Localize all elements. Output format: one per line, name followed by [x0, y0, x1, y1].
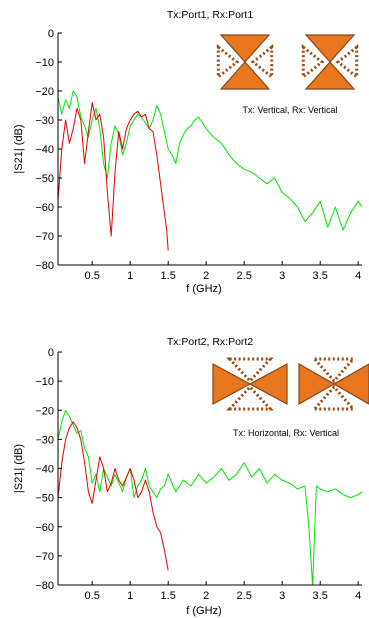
antenna-illustration-2 — [301, 34, 359, 90]
chart-title: Tx:Port2, Rx:Port2 — [167, 336, 254, 348]
x-tick-label: 2 — [203, 270, 209, 282]
antenna-illustration-1 — [216, 34, 274, 90]
x-axis-title: f (GHz) — [186, 605, 221, 617]
chart-panel-1: 0 −10 −20 −30 −40 −50 −60 −70 −80 0.5 1 1.5 2 2.5 3 3.5… — [13, 9, 363, 295]
y-tick-label: 0 — [48, 28, 54, 40]
chart-title: Tx:Port1, Rx:Port1 — [167, 9, 254, 21]
x-tick-label: 1.5 — [161, 270, 176, 282]
series-line-2 — [57, 102, 169, 251]
series-line-2 — [57, 421, 169, 571]
x-tick-label: 0.5 — [85, 590, 100, 602]
x-tick-label: 1.5 — [161, 590, 176, 602]
x-tick-label: 3 — [279, 590, 285, 602]
series-line-1 — [57, 409, 363, 586]
antenna-solid-right — [248, 362, 288, 406]
antenna-illustration-2 — [298, 357, 369, 411]
y-tick-label: −20 — [35, 86, 54, 98]
x-tick-label: 3 — [279, 270, 285, 282]
antenna-solid-left — [298, 362, 336, 406]
antenna-solid-bowtie — [304, 34, 356, 90]
y-tick-label: −60 — [35, 522, 54, 534]
antenna-dotted-right — [250, 44, 274, 80]
y-tick-label: −30 — [35, 434, 54, 446]
chart-annotation: Tx: Vertical, Rx: Vertical — [242, 105, 337, 115]
y-tick-label: 0 — [48, 347, 54, 359]
y-tick-label: −20 — [35, 405, 54, 417]
antenna-solid-bowtie — [219, 34, 271, 90]
y-axis-title: |S21| (dB) — [13, 124, 25, 173]
antenna-solid-left — [212, 362, 252, 406]
x-tick-label: 1 — [127, 590, 133, 602]
antenna-dotted-bottom — [226, 384, 274, 411]
antenna-illustration-1 — [212, 357, 288, 411]
y-tick-label: −10 — [35, 376, 54, 388]
chart-panel-2: 0 −10 −20 −30 −40 −50 −60 −70 −80 0.5 1 1.5 2 2.5 3 3.5… — [13, 336, 369, 617]
y-axis-title: |S21| (dB) — [13, 444, 25, 493]
x-tick-label: 1 — [127, 270, 133, 282]
y-tick-label: −40 — [35, 144, 54, 156]
y-tick-label: −30 — [35, 115, 54, 127]
x-tick-label: 4 — [355, 270, 361, 282]
antenna-dotted-top — [311, 357, 357, 384]
x-tick-label: 2 — [203, 590, 209, 602]
y-tick-label: −50 — [35, 493, 54, 505]
y-tick-label: −80 — [35, 260, 54, 272]
y-tick-label: −80 — [35, 580, 54, 592]
y-tick-label: −50 — [35, 173, 54, 185]
x-tick-label: 3.5 — [313, 590, 328, 602]
antenna-dotted-right — [335, 44, 359, 80]
y-tick-label: −70 — [35, 231, 54, 243]
antenna-solid-right — [332, 363, 369, 405]
y-tick-label: −10 — [35, 57, 54, 69]
x-tick-label: 4 — [355, 590, 361, 602]
y-tick-label: −40 — [35, 464, 54, 476]
antenna-dotted-left — [301, 44, 325, 80]
y-tick-label: −60 — [35, 202, 54, 214]
x-tick-label: 2.5 — [237, 590, 252, 602]
y-tick-label: −70 — [35, 551, 54, 563]
x-tick-label: 3.5 — [313, 270, 328, 282]
chart-annotation: Tx: Horizontal, Rx: Vertical — [233, 428, 339, 438]
x-tick-label: 2.5 — [237, 270, 252, 282]
antenna-dotted-left — [216, 44, 240, 80]
x-tick-label: 0.5 — [85, 270, 100, 282]
series-line-1 — [57, 90, 363, 231]
x-axis-title: f (GHz) — [186, 283, 221, 295]
antenna-dotted-bottom — [311, 384, 357, 411]
antenna-dotted-top — [226, 357, 274, 384]
